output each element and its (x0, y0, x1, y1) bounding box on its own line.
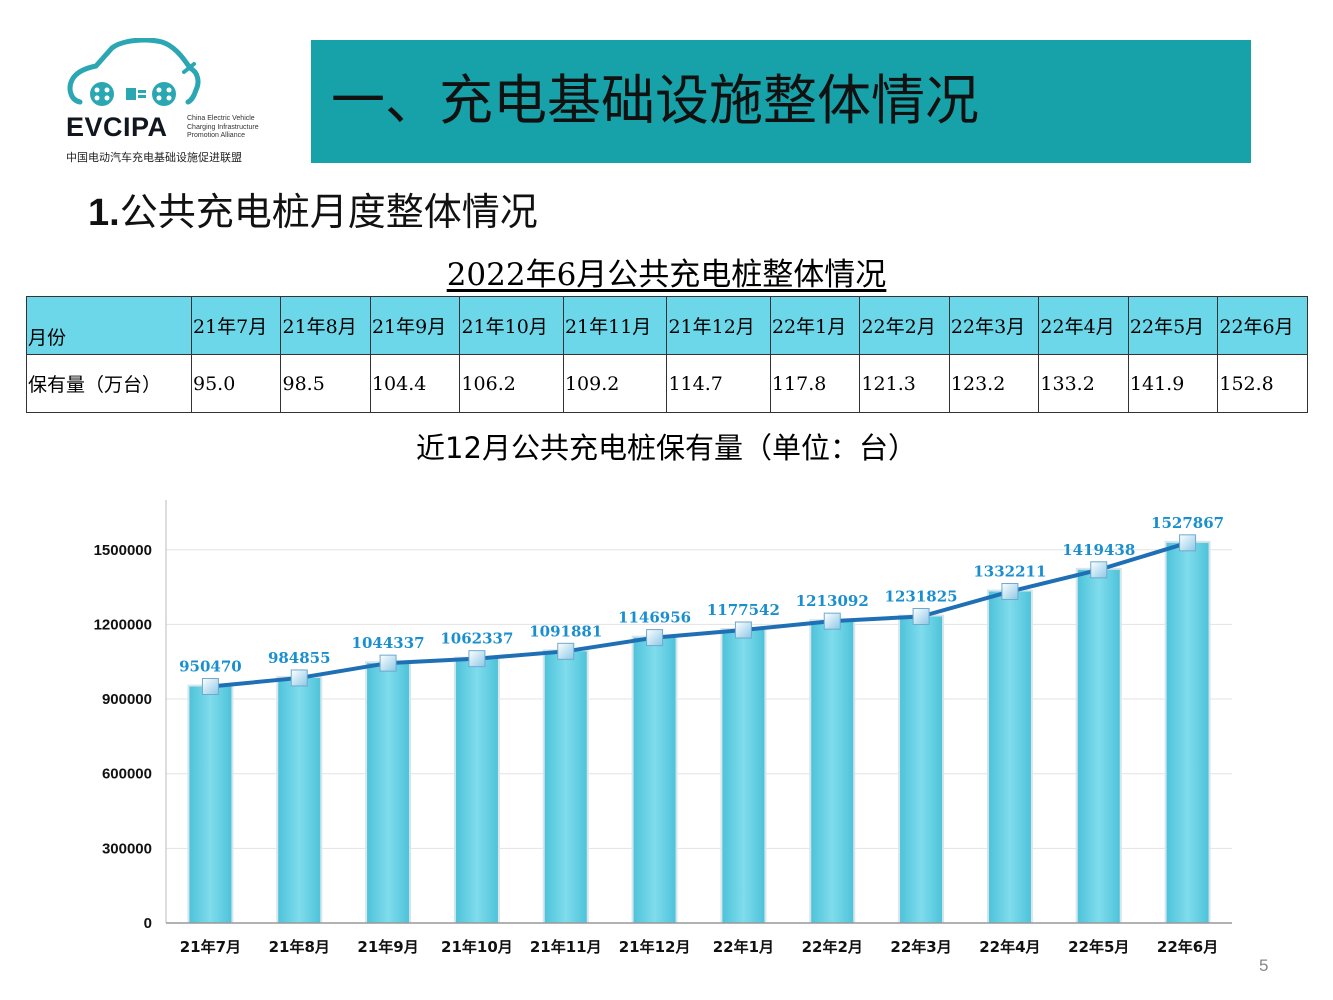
table-cell: 121.3 (859, 354, 950, 413)
bar (544, 651, 587, 923)
table-header-cell: 21年12月 (666, 296, 771, 355)
bar (1077, 569, 1120, 923)
table-header-cell: 22年1月 (769, 296, 861, 355)
table-cell: 104.4 (369, 354, 461, 413)
header-banner: 一、充电基础设施整体情况 (311, 40, 1251, 163)
table-cell: 141.9 (1127, 354, 1219, 413)
data-label: 1419438 (1062, 541, 1135, 559)
table-header-cell: 21年8月 (280, 296, 371, 355)
ev-car-plug-icon (67, 38, 201, 106)
table-cell: 117.8 (769, 354, 861, 413)
x-tick-label: 22年2月 (802, 938, 863, 956)
x-tick-label: 22年4月 (979, 938, 1040, 956)
table-header-cell: 21年10月 (459, 296, 564, 355)
line-marker (823, 612, 841, 630)
table-cell: 114.7 (666, 354, 771, 413)
data-label: 1177542 (707, 601, 780, 619)
table-row-label: 保有量（万台） (26, 354, 192, 413)
bar (988, 591, 1031, 923)
evcipa-logo: EVCIPA China Electric Vehicle Charging I… (62, 38, 282, 168)
table-cell: 109.2 (562, 354, 668, 413)
data-label: 984855 (268, 649, 331, 667)
logo-wordmark: EVCIPA (66, 112, 168, 142)
table-cell: 152.8 (1217, 354, 1308, 413)
table-row: 保有量（万台） 95.0 98.5 104.4 106.2 109.2 114.… (26, 354, 1308, 413)
bar (189, 686, 232, 923)
y-tick-label: 900000 (102, 691, 152, 708)
x-tick-label: 22年6月 (1157, 938, 1218, 956)
table-header-cell: 22年6月 (1217, 296, 1308, 355)
table-header-cell: 22年4月 (1038, 296, 1129, 355)
line-marker (379, 654, 397, 672)
line-marker (646, 629, 664, 647)
table-header-cell: 22年5月 (1127, 296, 1219, 355)
y-tick-label: 1200000 (94, 616, 152, 633)
table-header-cell: 21年11月 (562, 296, 668, 355)
data-label: 1231825 (885, 587, 958, 605)
bar (278, 677, 321, 923)
line-marker (1001, 583, 1019, 601)
table-header-row: 月份 21年7月 21年8月 21年9月 21年10月 21年11月 21年12… (26, 296, 1308, 355)
monthly-data-table: 月份 21年7月 21年8月 21年9月 21年10月 21年11月 21年12… (26, 296, 1308, 413)
y-tick-label: 600000 (102, 766, 152, 783)
table-title: 2022年6月公共充电桩整体情况 (446, 257, 887, 293)
table-cell: 95.0 (190, 354, 282, 413)
data-label: 1213092 (796, 592, 869, 610)
page-number: 5 (1259, 956, 1269, 975)
x-tick-label: 22年1月 (713, 938, 774, 956)
x-tick-label: 22年5月 (1068, 938, 1129, 956)
bar (722, 629, 765, 923)
logo-tagline: China Electric Vehicle Charging Infrastr… (187, 115, 259, 139)
data-label: 1044337 (352, 634, 425, 652)
line-marker (290, 669, 308, 687)
section-title: 1.公共充电桩月度整体情况 (88, 190, 538, 234)
line-marker (1179, 534, 1197, 552)
line-marker (557, 642, 575, 660)
x-tick-label: 21年9月 (357, 938, 418, 956)
data-label: 1146956 (618, 609, 691, 627)
data-label: 950470 (179, 658, 242, 676)
table-header-cell: 21年9月 (369, 296, 461, 355)
table-header-label: 月份 (26, 296, 192, 355)
table-cell: 106.2 (459, 354, 564, 413)
line-marker (912, 607, 930, 625)
table-cell: 133.2 (1038, 354, 1129, 413)
table-cell: 123.2 (948, 354, 1040, 413)
data-label: 1332211 (973, 563, 1046, 581)
series-line (210, 540, 1189, 689)
x-tick-label: 21年10月 (441, 938, 513, 956)
line-marker (1090, 561, 1108, 579)
chart-title: 近12月公共充电桩保有量（单位：台） (416, 431, 917, 465)
table-header-cell: 21年7月 (190, 296, 282, 355)
y-tick-label: 300000 (102, 840, 152, 857)
x-tick-label: 21年7月 (180, 938, 241, 956)
table-cell: 98.5 (280, 354, 371, 413)
y-tick-label: 1500000 (94, 542, 152, 559)
x-tick-label: 22年3月 (890, 938, 951, 956)
line-marker (734, 621, 752, 639)
data-label: 1062337 (440, 630, 513, 648)
charger-count-chart: 0 300000 600000 900000 1200000 1500000 21年7月 21… (94, 500, 1232, 956)
bar (633, 637, 676, 923)
line-marker (201, 678, 219, 696)
bar (1166, 542, 1209, 923)
data-label: 1527867 (1151, 514, 1224, 532)
line-marker (468, 650, 486, 668)
page-title: 一、充电基础设施整体情况 (331, 69, 979, 132)
x-tick-label: 21年12月 (619, 938, 691, 956)
table-header-cell: 22年2月 (859, 296, 950, 355)
x-tick-label: 21年8月 (269, 938, 330, 956)
y-tick-label: 0 (144, 915, 152, 932)
bar (455, 658, 498, 923)
x-tick-label: 21年11月 (530, 938, 602, 956)
bar (811, 621, 854, 923)
logo-chinese-name: 中国电动汽车充电基础设施促进联盟 (66, 151, 242, 164)
bar (367, 663, 410, 923)
table-header-cell: 22年3月 (948, 296, 1040, 355)
bar (900, 616, 943, 923)
data-label: 1091881 (529, 622, 602, 640)
